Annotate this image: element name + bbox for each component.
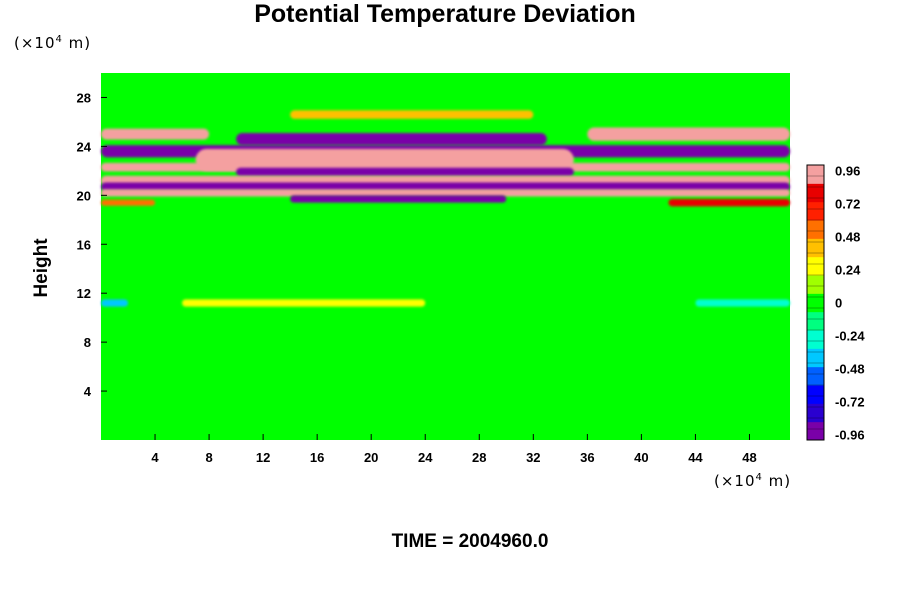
x-axis-unit: (×104 m) [714,472,791,490]
x-tick-label-9: 40 [634,450,648,465]
colorbar-segment-10 [807,238,824,258]
colorbar-segment-2 [807,385,824,404]
field-band-0 [290,110,534,119]
x-unit-exponent: 4 [755,472,763,483]
x-tick-label-3: 16 [310,450,324,465]
y-tick-label-2: 12 [77,286,91,301]
y-tick-label-1: 8 [84,335,91,350]
y-unit-suffix: m) [62,34,92,52]
y-tick-label-4: 20 [77,188,91,203]
y-tick-label-3: 16 [77,237,91,252]
colorbar: 0.96 0.72 0.48 0.24 0 -0.24 -0.48 -0.72 -0.96 [806,164,865,443]
x-unit-suffix: m) [762,472,792,490]
y-unit-exponent: 4 [55,34,63,45]
x-tick-label-5: 24 [418,450,433,465]
colorbar-segment-11 [807,220,824,239]
field-band-16 [695,299,790,307]
y-axis-unit: (×104 m) [14,34,91,52]
colorbar-frame [806,164,825,441]
field-band-14 [182,299,426,307]
y-tick-label-5: 24 [77,139,92,154]
x-tick-label-6: 28 [472,450,486,465]
colorbar-segment-12 [807,201,824,221]
field-band-3 [236,132,547,146]
time-label: TIME = 2004960.0 [391,531,549,552]
colorbar-tick-label-0: 0.96 [835,164,860,179]
x-tick-label-1: 8 [205,450,212,465]
x-tick-label-7: 32 [526,450,540,465]
colorbar-segment-1 [807,403,824,423]
colorbar-segment-9 [807,256,824,276]
y-tick-label-0: 4 [84,384,92,399]
field-band-2 [587,127,790,141]
chart-title: Potential Temperature Deviation [254,0,636,28]
plot-area [101,73,790,440]
x-tick-label-4: 20 [364,450,378,465]
colorbar-segment-6 [807,311,824,331]
colorbar-tick-label-6: -0.48 [835,362,865,377]
field-band-13 [668,199,790,207]
colorbar-segment-4 [807,348,824,368]
field-band-7 [236,167,574,177]
colorbar-tick-label-3: 0.24 [835,263,861,278]
field-band-1 [101,128,210,140]
colorbar-tick-label-5: -0.24 [835,329,865,344]
colorbar-segment-7 [807,293,824,313]
field-band-11 [290,195,507,203]
colorbar-segment-5 [807,330,824,349]
field-band-10 [101,189,790,197]
colorbar-tick-label-7: -0.72 [835,395,865,410]
x-tick-label-0: 4 [151,450,159,465]
x-unit-prefix: (×10 [714,472,756,490]
colorbar-tick-label-8: -0.96 [835,428,865,443]
colorbar-tick-label-1: 0.72 [835,197,860,212]
x-tick-label-10: 44 [688,450,703,465]
colorbar-segment-0 [807,421,824,441]
x-tick-label-8: 36 [580,450,594,465]
x-tick-label-11: 48 [742,450,756,465]
field-band-9 [101,182,790,192]
colorbar-tick-label-4: 0 [835,296,842,311]
colorbar-segment-14 [807,165,824,184]
colorbar-segment-3 [807,366,824,386]
x-tick-label-2: 12 [256,450,270,465]
y-unit-prefix: (×10 [14,34,56,52]
colorbar-tick-label-2: 0.48 [835,230,860,245]
field-band-12 [101,199,156,206]
colorbar-segment-13 [807,183,824,203]
y-tick-label-6: 28 [77,90,91,105]
colorbar-segment-8 [807,275,824,294]
field-band-15 [101,299,129,307]
